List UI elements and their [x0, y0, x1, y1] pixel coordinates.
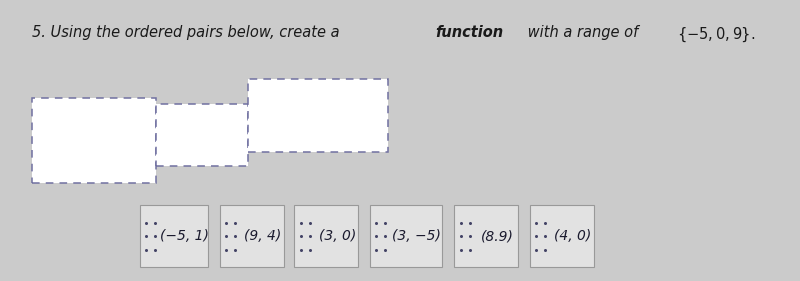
FancyBboxPatch shape: [248, 79, 388, 152]
FancyBboxPatch shape: [294, 205, 358, 267]
FancyBboxPatch shape: [156, 104, 248, 166]
FancyBboxPatch shape: [530, 205, 594, 267]
FancyBboxPatch shape: [140, 205, 208, 267]
FancyBboxPatch shape: [370, 205, 442, 267]
FancyBboxPatch shape: [454, 205, 518, 267]
Text: (3, 0): (3, 0): [318, 229, 356, 243]
Text: (8.9): (8.9): [481, 229, 514, 243]
Text: (4, 0): (4, 0): [554, 229, 591, 243]
Text: (9, 4): (9, 4): [244, 229, 282, 243]
Text: 5. Using the ordered pairs below, create a: 5. Using the ordered pairs below, create…: [32, 25, 344, 40]
Text: with a range of: with a range of: [523, 25, 642, 40]
Text: (−5, 1): (−5, 1): [160, 229, 210, 243]
Text: function: function: [435, 25, 503, 40]
Text: (3, −5): (3, −5): [392, 229, 441, 243]
Text: $\{-5, 0, 9\}.$: $\{-5, 0, 9\}.$: [678, 25, 756, 44]
FancyBboxPatch shape: [220, 205, 284, 267]
FancyBboxPatch shape: [32, 98, 156, 183]
